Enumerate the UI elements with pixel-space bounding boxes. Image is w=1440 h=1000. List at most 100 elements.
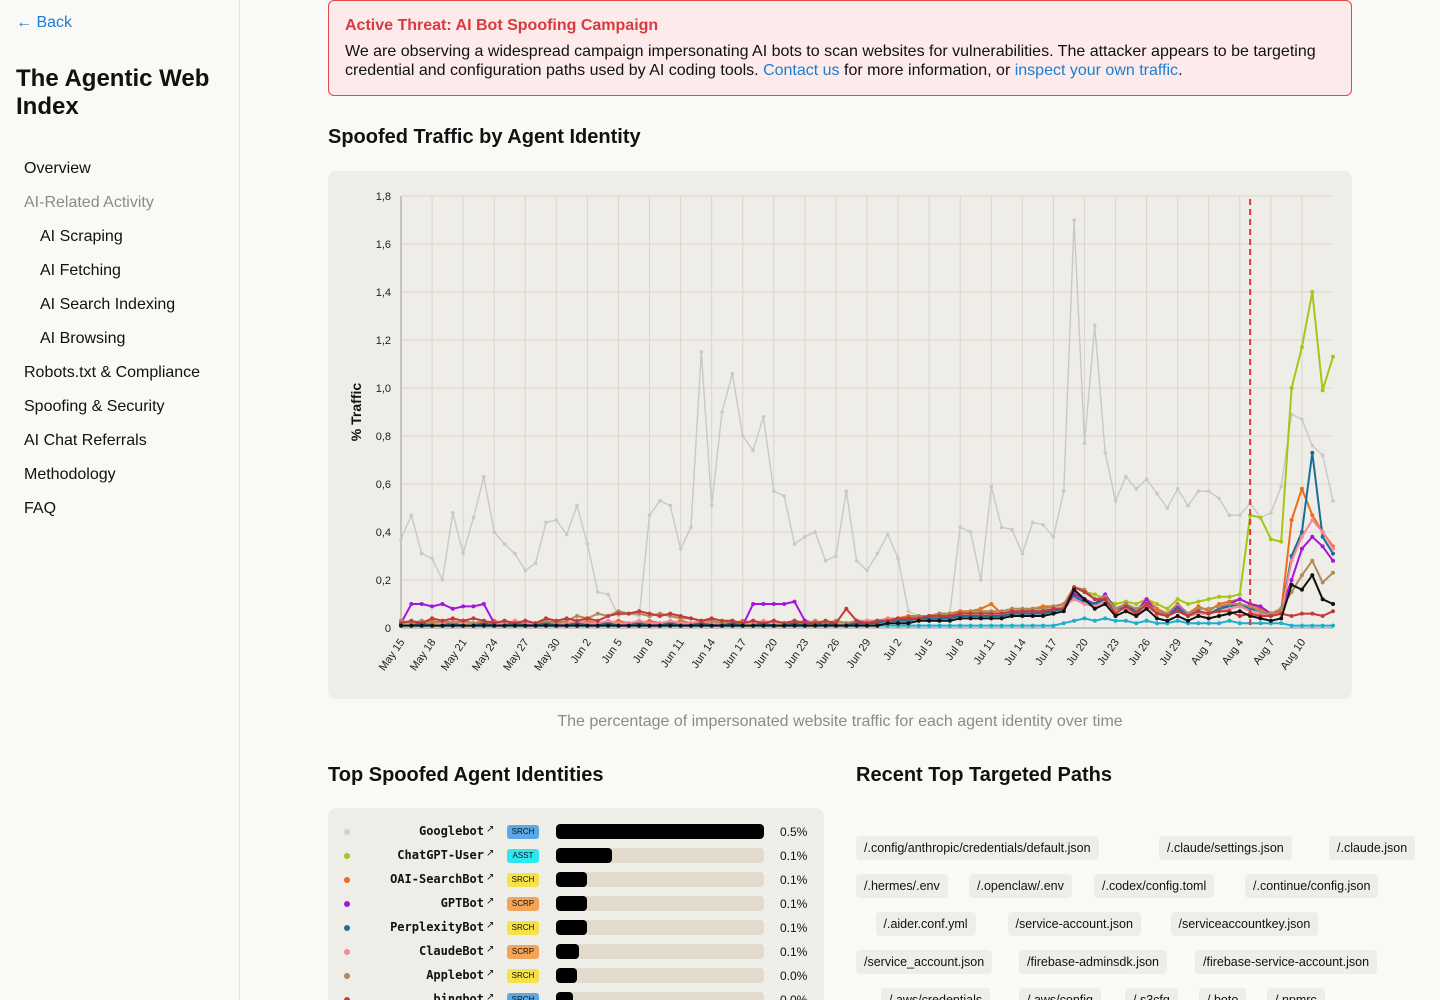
data-point bbox=[606, 618, 611, 623]
sidebar-item-faq[interactable]: FAQ bbox=[24, 500, 57, 517]
data-point bbox=[1009, 614, 1014, 618]
external-link-icon[interactable]: ↗ bbox=[486, 896, 495, 907]
x-tick-label: Aug 10 bbox=[1279, 637, 1309, 672]
sidebar-item-spoofing-security[interactable]: Spoofing & Security bbox=[24, 398, 165, 415]
data-point bbox=[947, 614, 952, 618]
sidebar-item-ai-scraping[interactable]: AI Scraping bbox=[40, 228, 123, 245]
data-point bbox=[1227, 618, 1232, 623]
data-point bbox=[523, 623, 528, 628]
agent-name-link[interactable]: ChatGPT-User bbox=[397, 848, 484, 862]
agent-share-value: 0.1% bbox=[780, 849, 808, 863]
sidebar-nav: Overview AI-Related Activity AI Scraping AI… bbox=[24, 152, 234, 526]
path-chip: /.config/anthropic/credentials/default.j… bbox=[856, 836, 1099, 860]
data-point bbox=[978, 611, 983, 616]
data-point bbox=[978, 616, 983, 621]
agent-name-link[interactable]: GPTBot bbox=[440, 896, 484, 910]
data-point bbox=[1154, 621, 1159, 626]
data-point bbox=[896, 616, 901, 621]
agent-name-link[interactable]: Googlebot bbox=[418, 824, 484, 838]
data-point bbox=[409, 618, 414, 623]
external-link-icon[interactable]: ↗ bbox=[486, 944, 495, 955]
contact-us-link[interactable]: Contact us bbox=[763, 62, 840, 79]
external-link-icon[interactable]: ↗ bbox=[486, 824, 495, 835]
data-point bbox=[678, 547, 683, 551]
data-point bbox=[399, 537, 403, 541]
agent-name-link[interactable]: Applebot bbox=[426, 968, 484, 982]
data-point bbox=[1144, 597, 1149, 602]
y-tick-label: 1,0 bbox=[376, 383, 391, 395]
data-point bbox=[1331, 354, 1335, 359]
sidebar-item-robots-txt-compliance[interactable]: Robots.txt & Compliance bbox=[24, 364, 201, 381]
agent-category-badge: SCRP bbox=[507, 945, 539, 959]
data-point bbox=[1217, 614, 1222, 618]
x-tick-label: Jun 20 bbox=[751, 637, 780, 671]
external-link-icon[interactable]: ↗ bbox=[486, 992, 495, 1000]
path-chip: /service_account.json bbox=[856, 950, 993, 974]
back-link[interactable]: ← Back bbox=[16, 14, 73, 31]
data-point bbox=[1331, 602, 1335, 606]
data-point bbox=[1113, 499, 1118, 503]
sidebar-item-ai-related-activity[interactable]: AI-Related Activity bbox=[24, 194, 154, 211]
share-bar-fill bbox=[556, 920, 588, 935]
agent-row: ChatGPT-User ↗ ASST 0.1% bbox=[328, 844, 824, 868]
data-point bbox=[1299, 573, 1304, 578]
share-bar-track bbox=[556, 968, 764, 983]
sidebar-item-ai-fetching[interactable]: AI Fetching bbox=[40, 262, 121, 279]
sidebar-item-ai-chat-referrals[interactable]: AI Chat Referrals bbox=[24, 432, 147, 449]
agent-name-link[interactable]: OAI-SearchBot bbox=[390, 872, 484, 886]
data-point bbox=[1289, 518, 1294, 522]
data-point bbox=[616, 623, 621, 628]
data-point bbox=[761, 602, 766, 606]
data-point bbox=[989, 611, 994, 616]
data-point bbox=[1227, 602, 1232, 606]
agent-row: Applebot ↗ SRCH 0.0% bbox=[328, 964, 824, 988]
data-point bbox=[544, 520, 548, 525]
data-point bbox=[761, 415, 766, 419]
data-point bbox=[1092, 592, 1097, 597]
data-point bbox=[854, 559, 859, 563]
data-point bbox=[865, 568, 869, 573]
data-point bbox=[523, 618, 528, 623]
data-point bbox=[1299, 534, 1304, 539]
alert-text: . bbox=[1178, 62, 1183, 79]
data-point bbox=[1175, 614, 1180, 618]
sidebar-item-methodology[interactable]: Methodology bbox=[24, 466, 116, 483]
data-point bbox=[1082, 616, 1087, 621]
external-link-icon[interactable]: ↗ bbox=[486, 968, 495, 979]
data-point bbox=[1237, 602, 1242, 606]
external-link-icon[interactable]: ↗ bbox=[486, 848, 495, 859]
path-chip: /.aws/config bbox=[1019, 988, 1102, 1000]
data-point bbox=[657, 623, 662, 628]
sidebar-item-ai-search-indexing[interactable]: AI Search Indexing bbox=[40, 296, 176, 313]
data-point bbox=[1331, 623, 1335, 628]
data-point bbox=[1217, 604, 1222, 609]
agent-name-link[interactable]: bingbot bbox=[433, 992, 484, 1000]
external-link-icon[interactable]: ↗ bbox=[486, 920, 495, 931]
data-point bbox=[533, 561, 538, 565]
data-point bbox=[792, 623, 797, 628]
agent-share-value: 0.0% bbox=[780, 993, 808, 1000]
sidebar-item-overview[interactable]: Overview bbox=[24, 160, 91, 177]
share-bar-track bbox=[556, 920, 764, 935]
data-point bbox=[1020, 551, 1025, 556]
data-point bbox=[730, 371, 735, 376]
data-point bbox=[875, 618, 880, 623]
agent-name-link[interactable]: PerplexityBot bbox=[390, 920, 484, 934]
external-link-icon[interactable]: ↗ bbox=[486, 872, 495, 883]
agent-name-link[interactable]: ClaudeBot bbox=[418, 944, 484, 958]
data-point bbox=[999, 623, 1004, 628]
data-point bbox=[968, 616, 973, 621]
data-point bbox=[730, 618, 735, 623]
data-point bbox=[471, 616, 476, 621]
data-point bbox=[1093, 323, 1097, 328]
data-point bbox=[1154, 616, 1159, 621]
data-point bbox=[1165, 506, 1170, 510]
inspect-traffic-link[interactable]: inspect your own traffic bbox=[1014, 62, 1179, 79]
data-point bbox=[1134, 606, 1139, 611]
y-tick-label: 1,8 bbox=[376, 191, 391, 203]
sidebar-item-ai-browsing[interactable]: AI Browsing bbox=[40, 330, 126, 347]
data-point bbox=[668, 618, 673, 623]
data-point bbox=[1186, 503, 1190, 508]
data-point bbox=[792, 542, 797, 546]
data-point bbox=[688, 623, 693, 628]
